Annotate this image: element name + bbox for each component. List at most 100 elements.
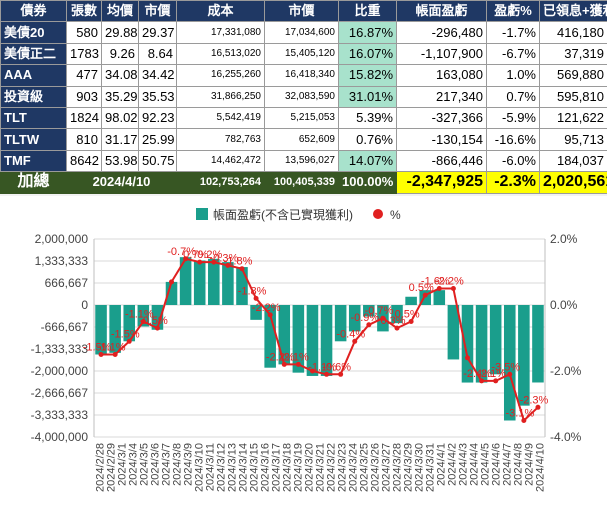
- income-cell: 569,880: [539, 64, 607, 87]
- pl-percent-cell: -16.6%: [486, 128, 540, 151]
- bond-name: AAA: [0, 64, 67, 87]
- market-price-cell: 34.42: [138, 64, 177, 87]
- x-tick-label: 2024/3/13: [227, 443, 239, 492]
- cost-cell: 17,331,080: [176, 21, 265, 44]
- market-value-cell: 32,083,590: [264, 85, 339, 108]
- data-label: -0.7%: [167, 246, 196, 258]
- total-date: 2024/4/10: [66, 171, 177, 194]
- y2-tick-label: 0.0%: [550, 298, 578, 312]
- data-label: -0.9%: [350, 312, 379, 324]
- pct-point: [169, 279, 175, 285]
- x-tick-label: 2024/4/6: [491, 443, 503, 486]
- holdings-table: 債券張數均價市價成本市價比重帳面盈虧盈虧%已領息+獲利美債2058029.882…: [0, 0, 607, 194]
- pct-point: [197, 259, 203, 265]
- bar: [348, 305, 361, 332]
- pl-percent-cell: 1.0%: [486, 64, 540, 87]
- x-tick-label: 2024/3/11: [205, 443, 217, 491]
- data-label: -1.8%: [224, 256, 253, 268]
- data-label: 0.3%: [380, 315, 405, 327]
- market-value-cell: 15,405,120: [264, 42, 339, 66]
- market-value-cell: 5,215,053: [264, 106, 339, 130]
- x-tick-label: 2024/3/8: [172, 443, 184, 486]
- x-tick-label: 2024/3/23: [337, 443, 349, 492]
- data-label: -1.8%: [238, 285, 267, 297]
- quantity-cell: 477: [66, 64, 102, 87]
- x-tick-label: 2024/3/5: [139, 443, 151, 486]
- y-tick-label: -666,667: [41, 320, 89, 334]
- x-tick-label: 2024/3/15: [249, 443, 261, 492]
- data-label: -0.7%: [365, 305, 394, 317]
- pct-point: [183, 256, 189, 262]
- x-tick-label: 2024/3/1: [117, 443, 129, 486]
- bond-name: 投資級: [0, 85, 67, 108]
- bar: [179, 257, 192, 305]
- market-price-cell: 50.75: [138, 149, 177, 173]
- x-tick-label: 2024/2/28: [95, 443, 107, 492]
- pct-point: [281, 361, 287, 367]
- bar: [518, 305, 530, 406]
- pl-percent-cell: -1.7%: [486, 21, 540, 44]
- pct-point: [225, 262, 231, 268]
- market-value-cell: 16,418,340: [264, 64, 339, 87]
- bar: [123, 305, 136, 342]
- bar: [264, 305, 276, 368]
- x-tick-label: 2024/2/29: [106, 443, 118, 492]
- y-tick-label: -3,333,333: [31, 408, 89, 422]
- column-header: 比重: [338, 0, 397, 23]
- data-label: -1.1%: [125, 309, 154, 321]
- total-weight: 100.00%: [338, 171, 397, 194]
- x-tick-label: 2024/4/4: [469, 443, 481, 486]
- x-tick-label: 2024/3/7: [161, 443, 173, 486]
- data-label: -2.2%: [266, 351, 295, 363]
- bar: [165, 281, 178, 305]
- pl-chart: 帳面盈虧(不含已實現獲利) % 2,000,000 1,333,333 666,667 0…: [0, 196, 607, 527]
- legend-bar-label: 帳面盈虧(不含已實現獲利): [213, 207, 353, 222]
- market-price-cell: 92.23: [138, 106, 177, 130]
- bond-name: 美債20: [0, 21, 67, 44]
- x-tick-label: 2024/3/30: [414, 443, 426, 492]
- x-tick-label: 2024/3/27: [381, 443, 393, 492]
- table-row: TMF 8642 53.98 50.75 14,462,472 13,596,027 14.…: [0, 149, 607, 173]
- average-price-cell: 35.29: [101, 85, 139, 108]
- pl-cell: -1,107,900: [396, 42, 487, 66]
- legend-line-swatch: [373, 209, 383, 219]
- market-value-cell: 652,609: [264, 128, 339, 151]
- pl-cell: -130,154: [396, 128, 487, 151]
- data-label: -1.1%: [97, 342, 126, 354]
- bond-name: TMF: [0, 149, 67, 173]
- weight-cell: 16.07%: [338, 42, 397, 66]
- pct-point: [521, 418, 527, 423]
- pl-cell: 163,080: [396, 64, 487, 87]
- pct-point: [253, 295, 259, 301]
- x-tick-label: 2024/3/12: [216, 443, 228, 492]
- data-label: 0.7%: [183, 249, 208, 261]
- bar: [109, 305, 121, 353]
- pct-point: [535, 404, 541, 410]
- x-tick-label: 2024/4/10: [535, 443, 547, 492]
- data-label: -2.2%: [252, 302, 281, 314]
- pct-point: [309, 368, 315, 374]
- column-header: 盈虧%: [486, 0, 540, 23]
- data-label: 0.2%: [197, 249, 222, 261]
- bar: [461, 305, 474, 383]
- pct-point: [380, 315, 386, 321]
- cost-cell: 16,513,020: [176, 42, 265, 66]
- market-price-cell: 35.53: [138, 85, 177, 108]
- y2-tick-label: -4.0%: [550, 430, 582, 444]
- cost-cell: 16,255,260: [176, 64, 265, 87]
- column-header: 成本: [176, 0, 265, 23]
- cost-cell: 31,866,250: [176, 85, 265, 108]
- y2-tick-label: -2.0%: [550, 364, 582, 378]
- bar: [447, 305, 460, 360]
- bar: [334, 305, 347, 342]
- pct-point: [352, 338, 358, 344]
- data-label: -2.4%: [463, 368, 492, 380]
- x-tick-label: 2024/3/22: [326, 443, 338, 492]
- market-value-cell: 17,034,600: [264, 21, 339, 44]
- bar: [306, 305, 319, 376]
- bond-name: 美債正二: [0, 42, 67, 66]
- total-row: 加總 2024/4/10 102,753,264 100,405,339 100.00%…: [0, 171, 607, 194]
- weight-cell: 15.82%: [338, 64, 397, 87]
- pl-cell: -296,480: [396, 21, 487, 44]
